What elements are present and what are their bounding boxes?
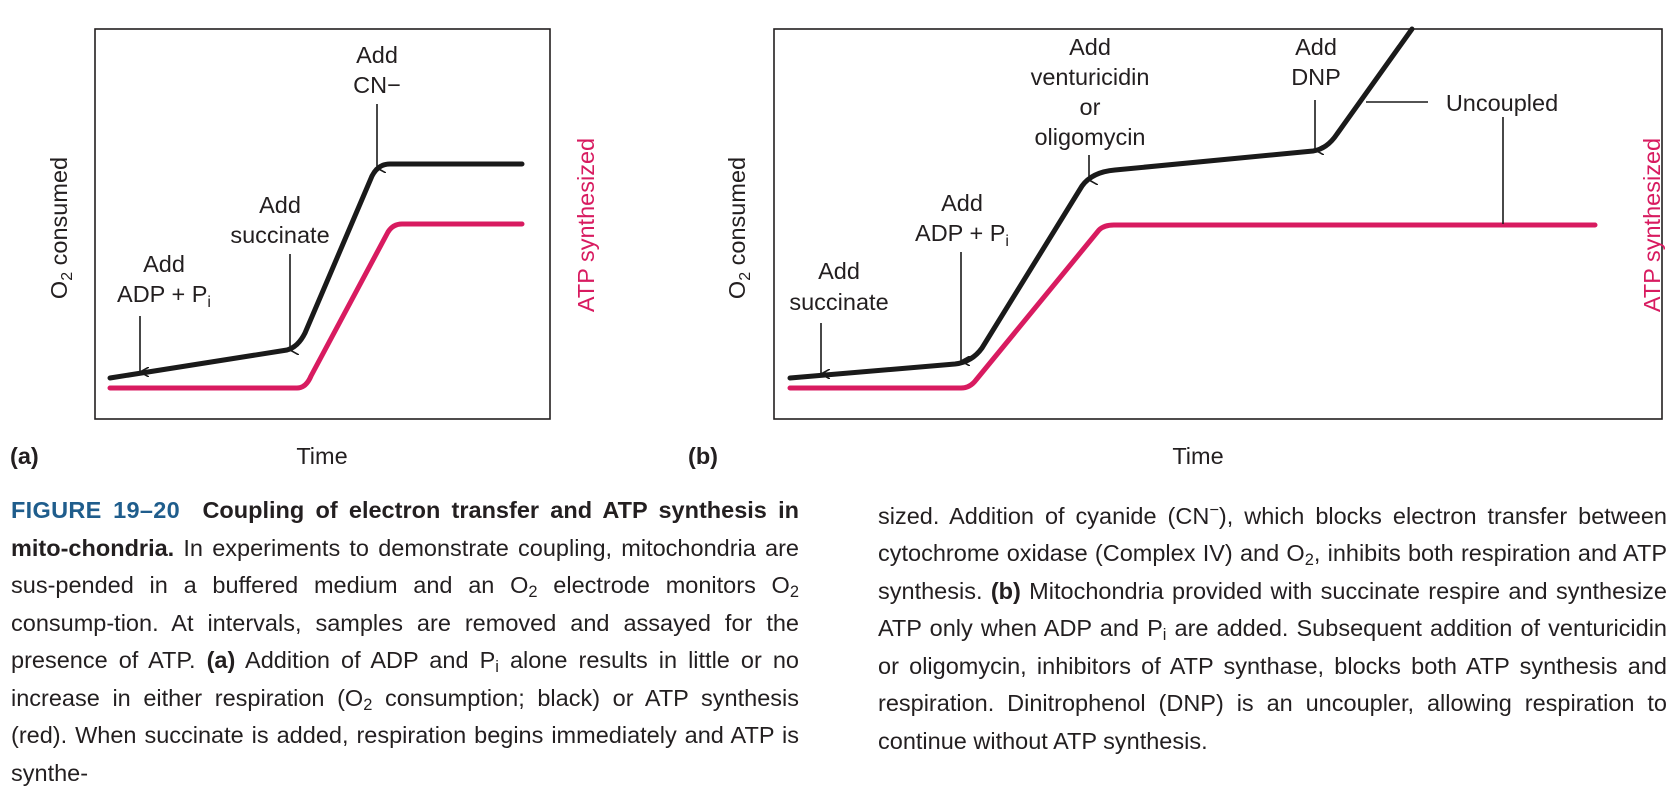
panel-b-label: (b) xyxy=(688,443,718,469)
panel-a-label: (a) xyxy=(10,443,39,469)
panel-b-add-vent-label-4: oligomycin xyxy=(1034,124,1145,150)
panel-a-xlabel: Time xyxy=(296,443,347,469)
caption-text: consump-tion. At intervals, samples are … xyxy=(11,609,799,674)
caption-text: are added. Subsequent addition of ventur… xyxy=(878,615,1667,754)
caption-subscript: i xyxy=(1162,626,1167,645)
panel-a-add-adp-label-2: ADP + Pi xyxy=(117,281,211,311)
panel-a-add-cn-label-1: Add xyxy=(356,42,398,68)
caption-panel-b-ref: (b) xyxy=(990,577,1021,604)
panel-b-add-adp-label-2: ADP + Pi xyxy=(915,220,1009,250)
figure-19-20: Add ADP + Pi Add succinate Add CN− O2 co… xyxy=(10,26,1665,469)
panel-b-add-adp-label-1: Add xyxy=(941,190,983,216)
panel-b-add-dnp-label-1: Add xyxy=(1295,34,1337,60)
caption-subscript: i xyxy=(495,658,499,677)
panel-b-ylabel-o2: O2 consumed xyxy=(724,157,754,299)
panel-b-atp-curve xyxy=(787,222,1598,391)
panel-b-xlabel: Time xyxy=(1172,443,1223,469)
caption-left-column: FIGURE 19–20 Coupling of electron transf… xyxy=(11,492,799,792)
panel-a-add-cn-label-2: CN− xyxy=(353,72,401,98)
panel-b-add-vent-label-1: Add xyxy=(1069,34,1111,60)
caption-text: , inhibits both respiration and ATP synt… xyxy=(878,540,1667,604)
caption-subscript: 2 xyxy=(1304,551,1314,570)
panel-b-add-succinate-label-2: succinate xyxy=(789,289,888,315)
panel-b-frame xyxy=(773,28,1663,420)
caption-subscript: 2 xyxy=(789,583,799,602)
panel-b-ylabel-atp: ATP synthesized xyxy=(1639,138,1665,312)
caption-text: ), which blocks electron transfer betwee… xyxy=(878,502,1667,567)
panel-a-add-adp-label-1: Add xyxy=(143,251,185,277)
caption-title: Coupling of electron transfer and ATP sy… xyxy=(11,497,799,561)
caption-right-column: sized. Addition of cyanide (CN−), which … xyxy=(878,492,1667,760)
caption-superscript: − xyxy=(1209,501,1219,519)
panel-a-add-succinate-label-2: succinate xyxy=(230,222,329,248)
panel-b-add-vent-label-3: or xyxy=(1080,94,1101,120)
caption-panel-a-ref: (a) xyxy=(206,647,236,673)
panel-a-ylabel-atp: ATP synthesized xyxy=(573,138,599,312)
panel-b-add-succinate-label-1: Add xyxy=(818,258,860,284)
caption-text: In experiments to demonstrate coupling, … xyxy=(11,534,799,599)
panel-a-atp-curve xyxy=(107,221,525,391)
caption-text: Mitochondria provided with succinate res… xyxy=(878,577,1667,642)
panel-b-add-dnp-label-2: DNP xyxy=(1291,64,1341,90)
panel-a-frame xyxy=(94,28,551,420)
panel-a-add-succinate-label-1: Add xyxy=(259,192,301,218)
panel-a-ylabel-o2: O2 consumed xyxy=(46,157,76,299)
caption-text: Addition of ADP and P xyxy=(235,647,496,673)
caption-text: electrode monitors O xyxy=(537,572,790,598)
panel-a: Add ADP + Pi Add succinate Add CN− O2 co… xyxy=(10,28,599,469)
caption-subscript: 2 xyxy=(528,583,538,602)
caption-subscript: 2 xyxy=(363,695,373,714)
panel-b-add-vent-label-2: venturicidin xyxy=(1031,64,1150,90)
panel-b-uncoupled-label: Uncoupled xyxy=(1446,90,1558,116)
panel-b: Add succinate Add ADP + Pi Add venturici… xyxy=(688,26,1665,469)
figure-number: FIGURE 19–20 xyxy=(11,497,180,523)
caption-text: sized. Addition of cyanide (CN xyxy=(878,502,1210,529)
caption-text: alone results in little or no increase i… xyxy=(11,647,799,711)
